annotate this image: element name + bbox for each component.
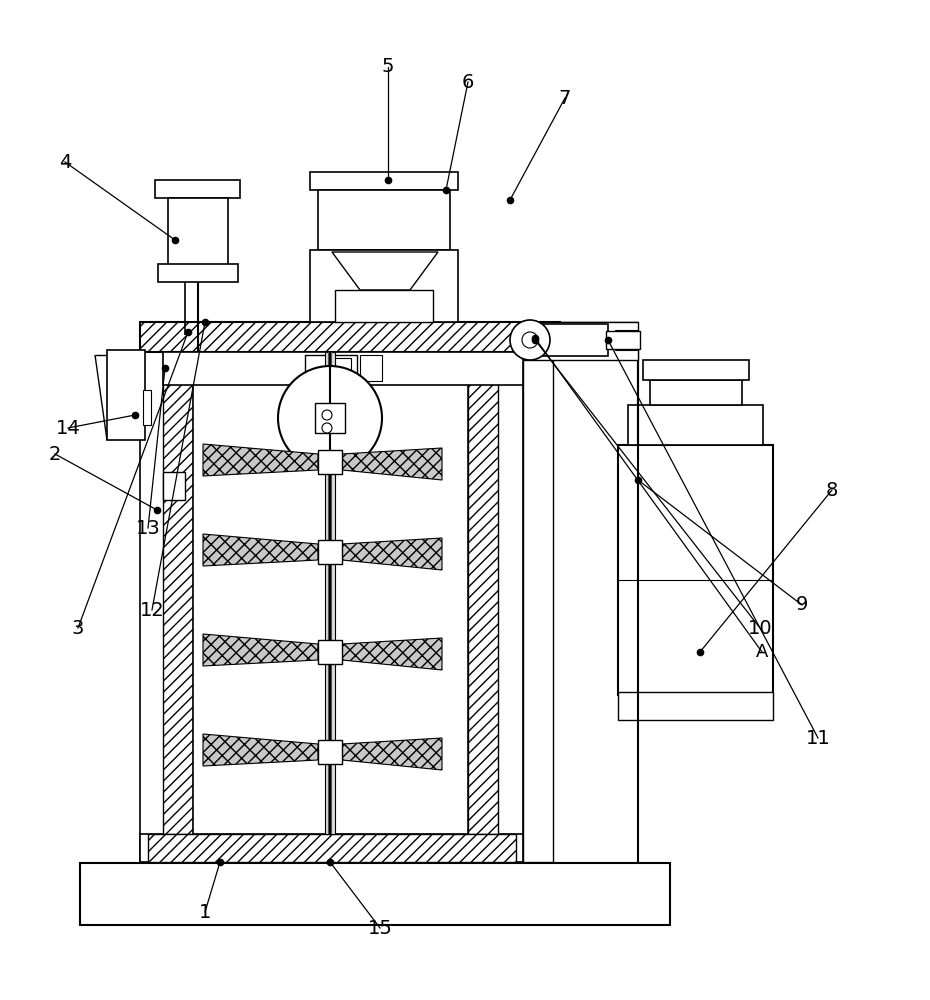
Bar bbox=[318, 540, 342, 564]
Polygon shape bbox=[203, 444, 318, 476]
Text: 14: 14 bbox=[56, 418, 80, 438]
Polygon shape bbox=[203, 534, 318, 566]
Bar bbox=[310, 250, 458, 322]
Bar bbox=[193, 354, 468, 834]
Text: 10: 10 bbox=[748, 618, 772, 638]
Bar bbox=[158, 264, 238, 282]
Text: 6: 6 bbox=[462, 73, 474, 92]
Circle shape bbox=[322, 423, 332, 433]
Text: 13: 13 bbox=[136, 518, 160, 538]
Circle shape bbox=[510, 320, 550, 360]
Bar bbox=[628, 405, 763, 445]
Polygon shape bbox=[342, 638, 442, 670]
Polygon shape bbox=[342, 538, 442, 570]
Bar bbox=[530, 324, 608, 356]
Bar bbox=[318, 740, 342, 764]
Circle shape bbox=[278, 366, 382, 470]
Polygon shape bbox=[203, 734, 318, 766]
Polygon shape bbox=[332, 252, 438, 290]
Polygon shape bbox=[342, 448, 442, 480]
Bar bbox=[315, 403, 345, 433]
Text: 11: 11 bbox=[805, 728, 830, 748]
Text: 5: 5 bbox=[381, 57, 394, 77]
Bar bbox=[163, 472, 185, 500]
Bar bbox=[140, 332, 168, 862]
Text: 12: 12 bbox=[140, 600, 165, 619]
Bar bbox=[643, 360, 749, 380]
Bar bbox=[615, 330, 637, 350]
Bar bbox=[155, 180, 240, 198]
Bar bbox=[318, 640, 342, 664]
Bar bbox=[140, 322, 560, 352]
Text: 15: 15 bbox=[367, 918, 392, 938]
Bar bbox=[360, 355, 382, 381]
Bar bbox=[318, 450, 342, 474]
Bar bbox=[163, 352, 523, 385]
Bar bbox=[140, 834, 523, 862]
Bar bbox=[163, 354, 193, 834]
Bar bbox=[305, 383, 325, 397]
Polygon shape bbox=[342, 738, 442, 770]
Bar bbox=[143, 390, 151, 425]
Polygon shape bbox=[203, 634, 318, 666]
Bar bbox=[305, 355, 357, 381]
Bar bbox=[618, 445, 773, 695]
Text: 3: 3 bbox=[72, 618, 85, 638]
Circle shape bbox=[309, 394, 321, 406]
Bar bbox=[168, 198, 228, 274]
Bar bbox=[325, 352, 335, 834]
Bar bbox=[80, 863, 670, 925]
Text: 4: 4 bbox=[59, 152, 72, 172]
Bar bbox=[618, 692, 773, 720]
Text: 2: 2 bbox=[48, 444, 61, 464]
Text: 7: 7 bbox=[559, 89, 571, 107]
Bar bbox=[650, 380, 742, 405]
Bar bbox=[468, 354, 498, 834]
Bar bbox=[148, 834, 516, 862]
Text: 8: 8 bbox=[826, 481, 838, 499]
Bar bbox=[495, 332, 523, 862]
Bar bbox=[606, 331, 640, 349]
Text: 1: 1 bbox=[199, 902, 211, 922]
Bar bbox=[335, 290, 433, 322]
Bar bbox=[107, 350, 145, 440]
Bar bbox=[523, 332, 553, 862]
Text: A: A bbox=[756, 643, 768, 661]
Bar bbox=[318, 190, 450, 250]
Circle shape bbox=[322, 410, 332, 420]
Bar bbox=[310, 172, 458, 190]
Bar bbox=[335, 358, 351, 380]
Text: 9: 9 bbox=[796, 595, 808, 614]
Bar bbox=[523, 322, 638, 360]
